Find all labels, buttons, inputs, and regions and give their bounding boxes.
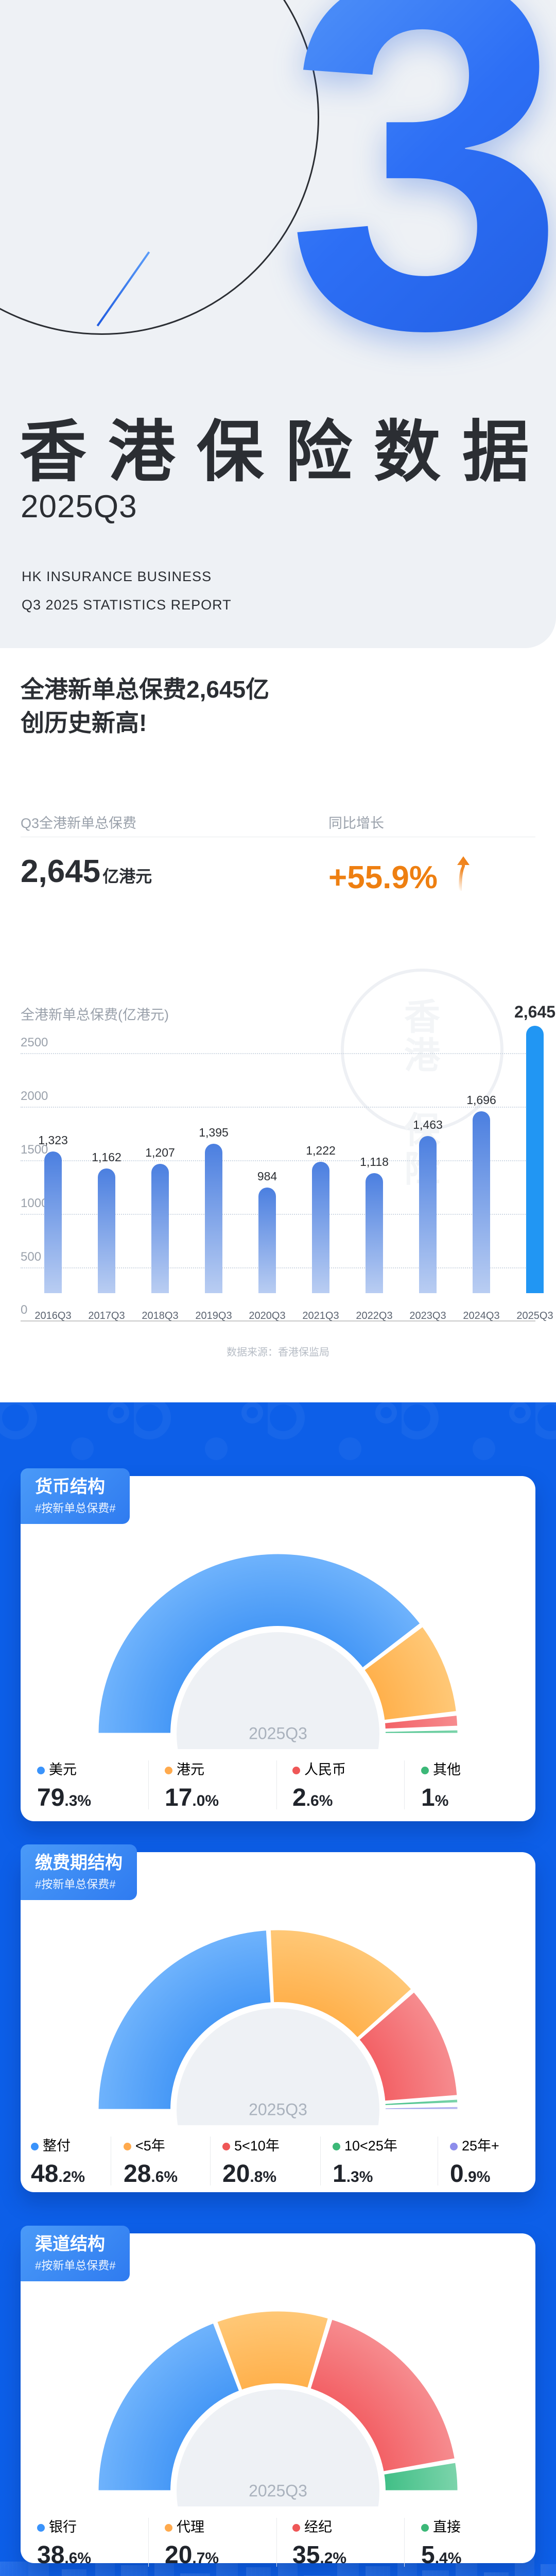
- svg-text:香: 香: [404, 997, 440, 1037]
